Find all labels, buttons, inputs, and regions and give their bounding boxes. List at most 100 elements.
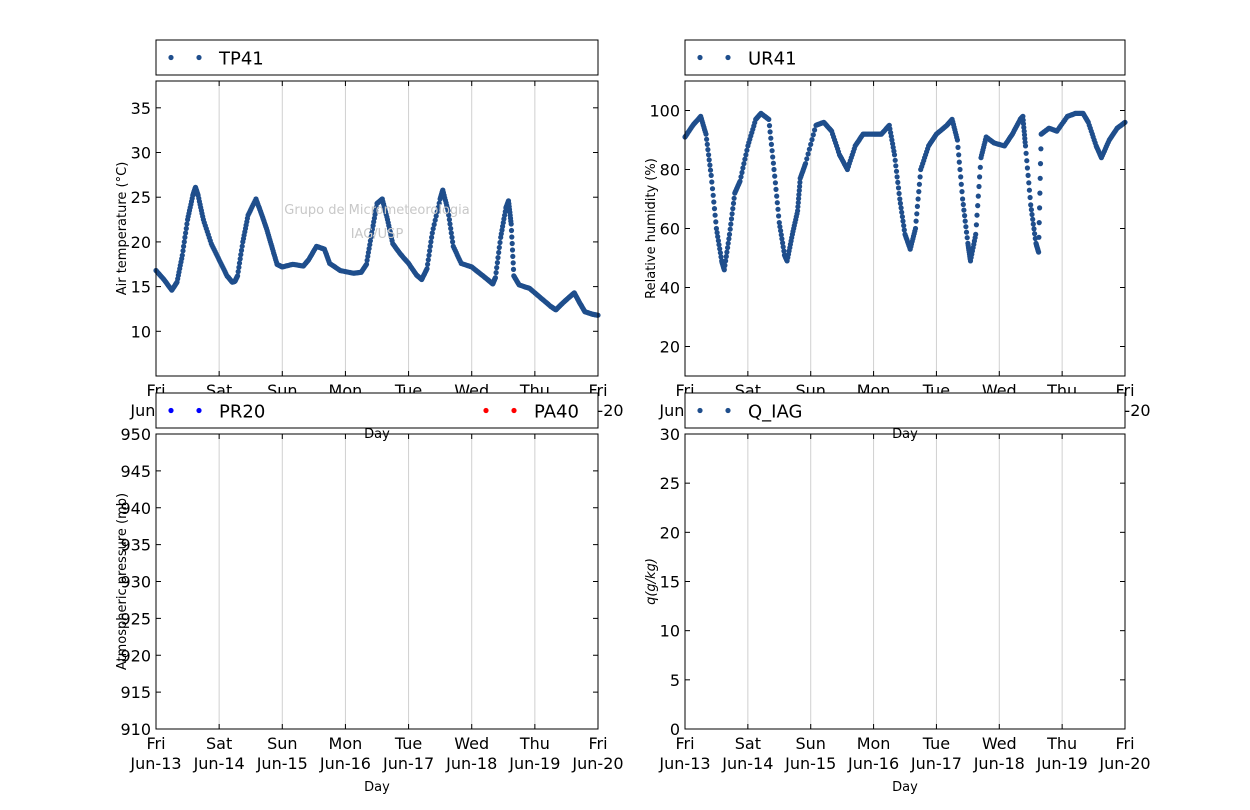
data-point-tp41 (429, 230, 435, 236)
data-point-ur41 (1037, 161, 1044, 167)
chart-panel-top-right: FriJun-13SatJun-14SunJun-15MonJun-16TueJ… (644, 39, 1151, 442)
data-point-ur41 (1036, 249, 1042, 255)
legend-box (684, 39, 1126, 76)
data-point-ur41 (725, 245, 731, 251)
data-point-ur41 (712, 212, 718, 218)
data-point-ur41 (768, 135, 774, 141)
x-tick-label-day: Sat (206, 734, 232, 753)
x-tick-label-date: Jun-20 (1098, 754, 1150, 773)
x-tick-label-day: Fri (146, 734, 165, 753)
data-point-ur41 (895, 185, 902, 191)
data-point-ur41 (812, 127, 818, 133)
y-tick-label: 25 (131, 188, 151, 207)
x-tick-label-date: Jun-14 (721, 754, 773, 773)
data-point-tp41 (450, 239, 456, 245)
data-point-tp41 (434, 209, 440, 215)
x-tick-label-day: Sun (795, 734, 825, 753)
data-point-ur41 (723, 258, 729, 264)
data-point-tp41 (433, 213, 439, 219)
x-tick-label-day: Sun (267, 734, 297, 753)
data-point-ur41 (804, 156, 810, 162)
data-point-ur41 (730, 206, 736, 212)
data-point-tp41 (180, 248, 186, 254)
watermark-line1: Grupo de Micrometeorologia (284, 203, 470, 218)
data-point-ur41 (1038, 146, 1044, 152)
data-point-ur41 (730, 200, 737, 206)
x-axis-label: Day (364, 780, 390, 795)
legend-marker (511, 407, 517, 414)
data-point-ur41 (899, 209, 905, 215)
data-point-ur41 (897, 200, 904, 206)
data-point-ur41 (706, 152, 712, 158)
data-point-tp41 (432, 217, 438, 223)
data-point-ur41 (709, 186, 716, 192)
data-point-ur41 (771, 166, 777, 173)
data-point-tp41 (364, 257, 370, 263)
y-tick-label: 940 (120, 499, 151, 518)
data-point-tp41 (496, 244, 502, 251)
x-tick-label-date: Jun-20 (571, 754, 623, 773)
y-tick-label: 25 (660, 474, 680, 493)
data-point-tp41 (428, 239, 434, 245)
data-point-tp41 (181, 243, 187, 249)
data-point-ur41 (1021, 132, 1028, 138)
y-tick-label: 100 (649, 102, 680, 121)
data-point-ur41 (778, 228, 784, 234)
data-point-tp41 (494, 260, 500, 266)
data-point-ur41 (962, 213, 968, 219)
data-point-tp41 (427, 248, 433, 254)
data-point-ur41 (779, 236, 785, 242)
data-point-ur41 (976, 183, 982, 190)
data-point-ur41 (743, 152, 749, 158)
y-tick-label: 10 (660, 622, 680, 641)
data-point-ur41 (899, 214, 906, 220)
data-point-tp41 (181, 239, 187, 245)
legend-box (155, 39, 599, 76)
data-point-tp41 (184, 221, 190, 227)
data-point-tp41 (235, 269, 241, 275)
data-point-tp41 (446, 217, 452, 223)
x-tick-label-date: Jun-15 (784, 754, 836, 773)
data-point-ur41 (916, 181, 923, 187)
y-tick-label: 30 (131, 144, 151, 163)
x-tick-label-date: Jun-19 (508, 754, 560, 773)
x-tick-label-date: Jun-13 (658, 754, 710, 773)
data-point-ur41 (1025, 172, 1031, 178)
data-point-ur41 (892, 157, 898, 163)
x-tick-label-day: Fri (675, 734, 694, 753)
legend-marker (697, 54, 703, 61)
data-point-ur41 (708, 172, 714, 178)
y-tick-label: 40 (660, 279, 680, 298)
data-point-ur41 (715, 238, 722, 244)
data-point-tp41 (510, 266, 517, 272)
data-point-ur41 (724, 249, 730, 255)
data-point-ur41 (915, 196, 921, 202)
data-point-ur41 (769, 148, 775, 154)
x-tick-label-date: Jun-16 (319, 754, 371, 773)
data-point-ur41 (806, 146, 813, 152)
legend: PR20 PA40 (155, 392, 599, 429)
data-point-ur41 (961, 207, 967, 213)
x-tick-label-date: Jun-17 (382, 754, 434, 773)
data-point-ur41 (728, 221, 734, 227)
data-point-ur41 (775, 206, 781, 212)
data-point-tp41 (365, 249, 371, 256)
x-tick-label-day: Thu (519, 734, 550, 753)
data-point-ur41 (901, 223, 907, 229)
y-axis-label: Relative humidity (%) (644, 158, 659, 299)
y-tick-label: 10 (131, 322, 151, 341)
data-point-ur41 (1030, 221, 1036, 227)
legend: TP41 (155, 39, 599, 76)
x-tick-label-day: Mon (329, 734, 363, 753)
data-point-ur41 (780, 244, 786, 250)
data-point-tp41 (497, 239, 503, 246)
y-axis-label: q(g/kg) (644, 558, 659, 605)
data-point-ur41 (1024, 165, 1030, 171)
data-point-ur41 (795, 204, 801, 210)
data-point-ur41 (768, 141, 775, 147)
y-tick-label: 15 (131, 278, 151, 297)
legend-marker (697, 407, 703, 414)
data-point-tp41 (435, 204, 441, 211)
data-point-tp41 (431, 221, 437, 228)
data-point-ur41 (960, 196, 966, 202)
